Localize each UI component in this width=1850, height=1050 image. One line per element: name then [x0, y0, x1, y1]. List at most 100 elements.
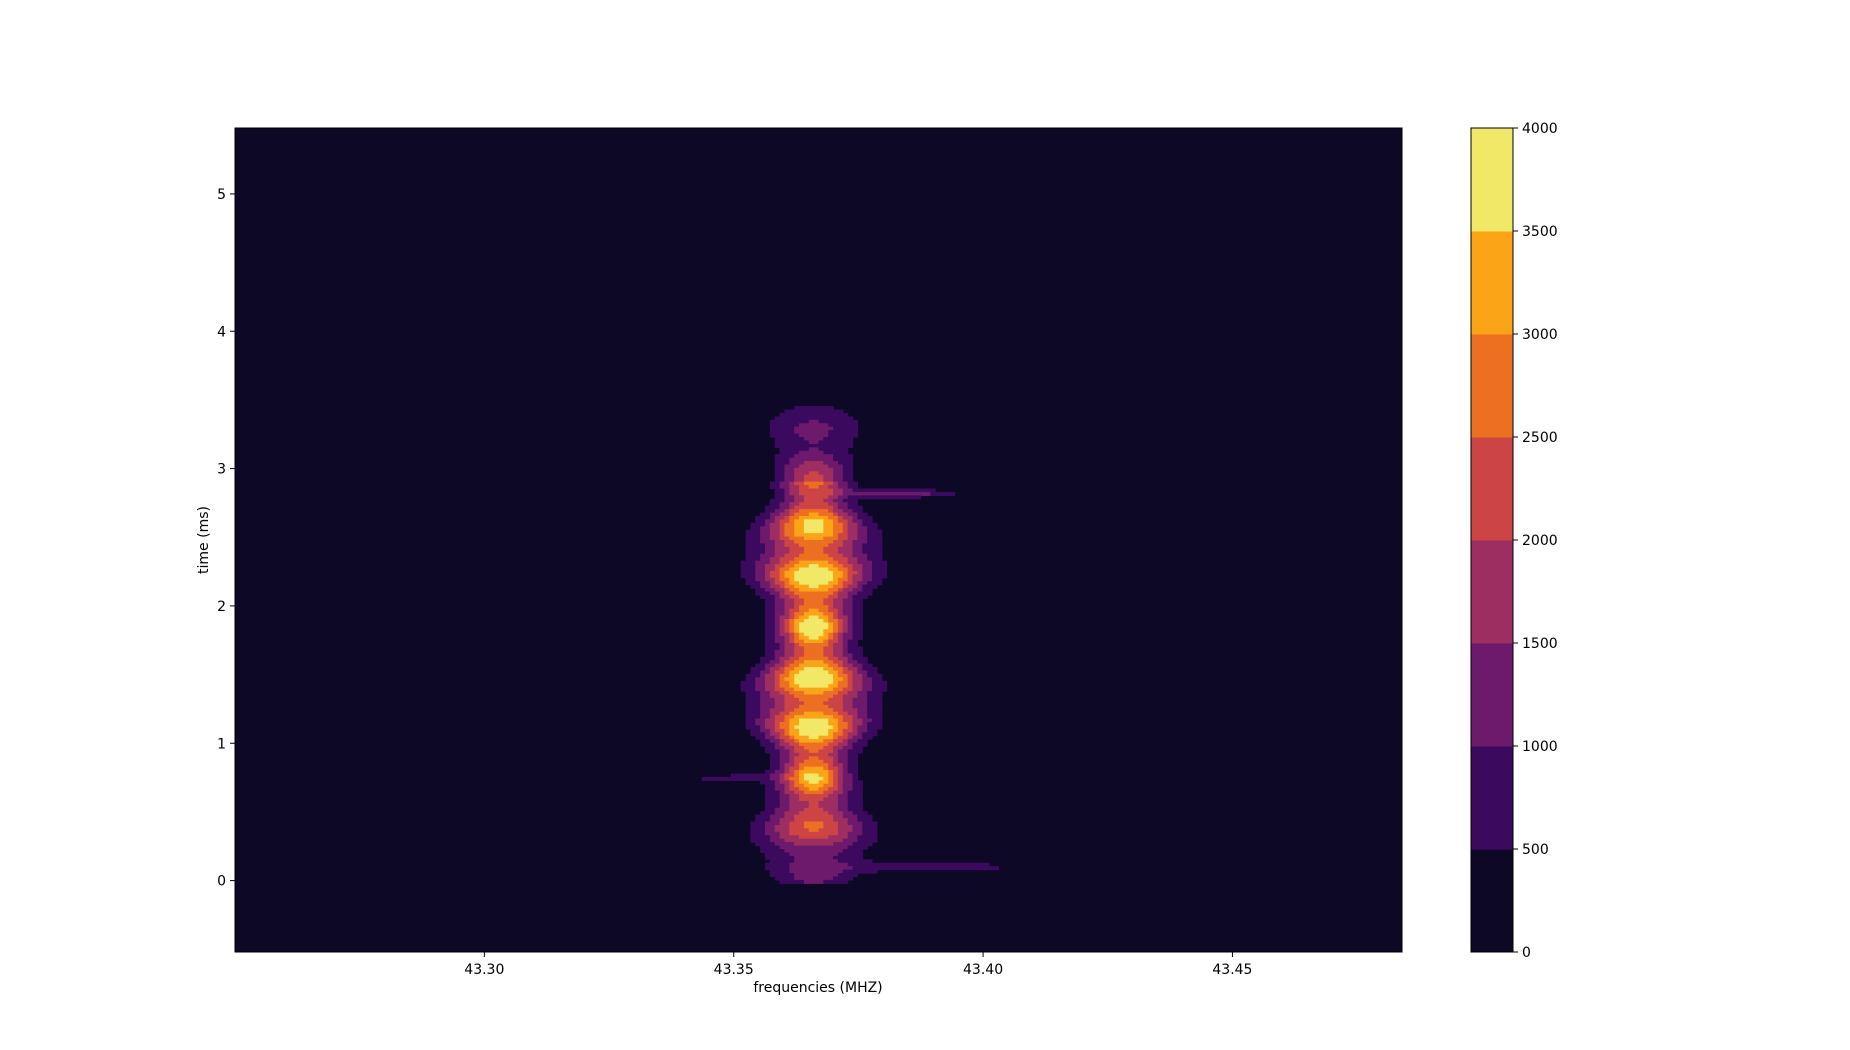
- contour-cell: [799, 718, 829, 723]
- contour-cell: [765, 588, 776, 593]
- contour-cell: [823, 797, 839, 802]
- contour-cell: [765, 855, 795, 860]
- contour-cell: [823, 550, 839, 555]
- contour-cell: [803, 526, 824, 531]
- contour-cell: [789, 756, 795, 761]
- contour-cell: [837, 581, 844, 586]
- contour-cell: [789, 749, 795, 754]
- contour-cell: [784, 471, 795, 476]
- contour-cell: [794, 643, 800, 648]
- contour-cell: [755, 560, 771, 565]
- contour-cell: [837, 505, 849, 510]
- contour-cell: [779, 526, 786, 531]
- contour-cell: [862, 519, 873, 524]
- contour-cell: [745, 697, 761, 702]
- contour-cell: [799, 663, 829, 668]
- contour-cell: [779, 879, 805, 884]
- contour-cell: [808, 471, 820, 476]
- contour-cell: [862, 543, 883, 548]
- contour-cell: [769, 526, 781, 531]
- contour-cell: [847, 725, 854, 730]
- contour-cell: [847, 763, 858, 768]
- contour-cell: [765, 649, 776, 654]
- contour-cell: [842, 776, 854, 781]
- contour-cell: [852, 581, 858, 586]
- contour-cell: [779, 766, 786, 771]
- contour-cell: [765, 673, 776, 678]
- contour-cell: [779, 759, 790, 764]
- contour-cell: [842, 618, 849, 623]
- contour-cell: [799, 567, 829, 572]
- contour-cell: [852, 608, 863, 613]
- contour-cell: [852, 574, 863, 579]
- contour-cell: [765, 725, 776, 730]
- contour-cell: [852, 615, 863, 620]
- contour-cell: [769, 766, 781, 771]
- contour-cell: [774, 598, 786, 603]
- contour-cell: [833, 673, 839, 678]
- contour-cell: [857, 526, 868, 531]
- contour-cell: [765, 749, 781, 754]
- contour-cell: [794, 725, 834, 730]
- contour-cell: [794, 749, 810, 754]
- contour-cell: [833, 488, 844, 493]
- contour-cell: [842, 643, 849, 648]
- contour-cell: [784, 526, 795, 531]
- contour-cell: [842, 728, 854, 733]
- contour-cell: [769, 711, 781, 716]
- contour-cell: [765, 790, 781, 795]
- contour-cell: [857, 557, 868, 562]
- contour-cell: [779, 845, 849, 850]
- contour-cell: [765, 862, 790, 867]
- contour-cell: [837, 612, 844, 617]
- contour-cell: [837, 828, 854, 833]
- contour-cell: [828, 742, 839, 747]
- contour-cell: [808, 419, 820, 424]
- contour-cell: [779, 835, 800, 840]
- contour-cell: [828, 495, 839, 500]
- contour-cell: [774, 828, 790, 833]
- contour-cell: [833, 732, 844, 737]
- contour-cell: [857, 694, 868, 699]
- contour-cell: [750, 667, 766, 672]
- contour-cell: [765, 732, 771, 737]
- contour-cell: [818, 804, 839, 809]
- contour-cell: [833, 687, 844, 692]
- contour-cell: [852, 540, 868, 545]
- contour-cell: [862, 831, 878, 836]
- contour-cell: [784, 533, 795, 538]
- contour-cell: [774, 478, 786, 483]
- contour-cell: [803, 646, 824, 651]
- contour-cell: [803, 546, 824, 551]
- contour-cell: [823, 711, 839, 716]
- contour-cell: [789, 670, 800, 675]
- contour-cell: [760, 557, 771, 562]
- colorbar-tick-label: 1000: [1522, 739, 1558, 755]
- contour-cell: [852, 519, 863, 524]
- contour-cell: [842, 653, 854, 658]
- contour-cell: [847, 742, 854, 747]
- contour-cell: [769, 694, 786, 699]
- contour-cell: [842, 522, 849, 527]
- contour-cell: [857, 584, 863, 589]
- contour-cell: [852, 618, 863, 623]
- contour-cell: [769, 512, 781, 517]
- contour-cell: [789, 711, 805, 716]
- contour-cell: [779, 577, 790, 582]
- contour-cell: [852, 715, 858, 720]
- contour-cell: [818, 447, 849, 452]
- contour-cell: [769, 515, 776, 520]
- contour-cell: [789, 550, 805, 555]
- contour-cell: [750, 838, 771, 843]
- contour-cell: [774, 519, 781, 524]
- contour-cell: [760, 673, 766, 678]
- contour-cell: [842, 543, 854, 548]
- contour-cell: [765, 677, 776, 682]
- contour-cell: [862, 667, 878, 672]
- contour-cell: [842, 704, 854, 709]
- contour-cell: [852, 783, 863, 788]
- contour-cell: [852, 687, 863, 692]
- contour-cell: [784, 708, 795, 713]
- contour-cell: [789, 481, 795, 486]
- contour-cell: [774, 467, 786, 472]
